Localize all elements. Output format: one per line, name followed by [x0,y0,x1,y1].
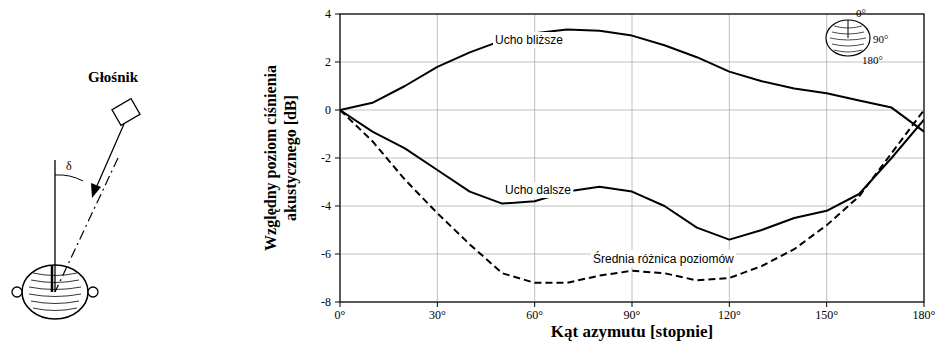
x-axis-label: Kąt azymutu [stopnie] [551,322,713,341]
tick-label: 90° [624,308,641,322]
tick-label: -4 [321,199,331,213]
speaker [112,99,140,126]
annotation: Głośnik [88,69,139,85]
annotation: δ [66,159,72,173]
arrow [96,124,124,188]
series-label: Ucho dalsze [505,183,571,197]
series-line [340,110,924,240]
label-background [591,250,736,267]
tick-label: 0° [335,308,346,322]
tick [437,302,438,307]
label-background [503,182,573,198]
series-label: Średnia różnica poziomów [593,251,734,266]
inset: 0° 90° 180° [826,7,888,66]
tick-label: -2 [321,151,331,165]
series-group [340,30,924,283]
tick-label: 30° [429,308,446,322]
tick [335,158,340,159]
diagram: Głośnik δ [12,69,140,319]
chart: Głośnik δ -8 -6 -4 -2 0 2 4 0° 30° 60° 90° 120° 150° 18… [0,0,940,347]
series-label: Ucho bliższe [495,33,563,47]
tick [924,302,925,307]
tick [632,302,633,307]
grid [335,14,924,307]
ear [12,287,22,297]
tick-label: 120° [718,308,741,322]
inset-hair [834,50,862,52]
tick-label: 180° [913,308,936,322]
annotation: 0° [856,7,866,19]
tick-label: 2 [325,55,331,69]
tick [340,302,341,307]
series-line [340,110,924,283]
tick [826,302,827,307]
direction-line [55,158,118,292]
ear [88,287,98,297]
hair-line [29,294,81,297]
tick-label: 150° [815,308,838,322]
tick [335,62,340,63]
arrow-head [91,183,101,198]
reference-line [54,160,55,292]
tick [335,14,340,15]
annotation: 90° [873,33,888,45]
hair-line [33,308,77,311]
annotation: 180° [862,54,883,66]
inset-head [826,20,870,56]
tick-label: 4 [325,7,331,21]
tick [335,302,340,303]
tick-label: -6 [321,247,331,261]
tick [335,110,340,111]
inset-hair [830,38,866,40]
hair-line [31,301,79,304]
root: Głośnik δ -8 -6 -4 -2 0 2 4 0° 30° 60° 90° 120° 150° 18… [0,0,940,347]
grid-line [826,14,827,302]
grid-line [437,14,438,302]
grid-line [534,14,535,302]
tick-label: -8 [321,295,331,309]
series-line [340,30,924,132]
tick [335,206,340,207]
plot-frame [340,14,924,302]
tick [335,254,340,255]
angle-arc [55,175,83,181]
inset-reference [848,20,849,38]
y-axis-label: akustycznego [dB] [282,95,300,221]
y-axis-label: Względny poziom ciśnienia [262,65,280,251]
inset-hair [832,44,864,46]
tick-label: 60° [526,308,543,322]
nose [51,265,54,292]
tick-label: 0 [325,103,331,117]
label-background [493,32,565,48]
tick [729,302,730,307]
tick [534,302,535,307]
